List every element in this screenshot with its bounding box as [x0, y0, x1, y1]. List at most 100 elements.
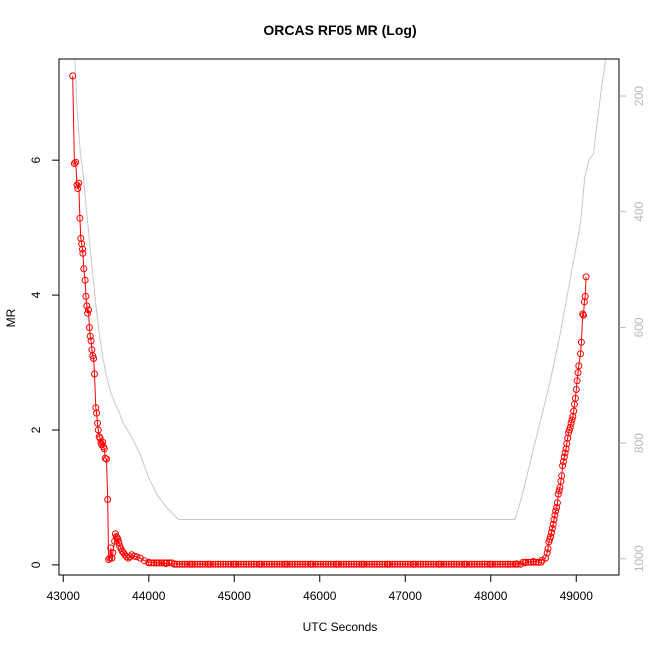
mr-point — [237, 560, 245, 568]
mr-point — [460, 560, 468, 568]
mr-point — [85, 324, 93, 331]
mr-point — [335, 560, 343, 568]
mr-point — [126, 553, 134, 561]
mr-point — [99, 438, 107, 446]
mr-point — [322, 560, 330, 568]
mr-point — [345, 560, 353, 568]
mr-point — [296, 560, 304, 568]
mr-point — [371, 560, 378, 568]
mr-point — [188, 560, 196, 568]
mr-point — [404, 560, 412, 568]
y-tick-label: 2 — [29, 426, 43, 433]
mr-point — [450, 560, 458, 568]
mr-point — [176, 560, 183, 568]
mr-point — [105, 556, 113, 563]
mr-point — [391, 560, 399, 568]
mr-point — [463, 560, 471, 568]
mr-point — [106, 554, 114, 562]
mr-point — [512, 560, 519, 568]
mr-point — [194, 560, 201, 568]
mr-point — [566, 423, 574, 431]
y-axis-label: MR — [4, 308, 18, 327]
mr-point — [91, 370, 98, 378]
mr-point — [465, 560, 473, 568]
mr-point — [271, 560, 278, 568]
mr-point — [557, 477, 565, 485]
mr-point — [147, 559, 155, 567]
mr-point — [260, 560, 268, 568]
mr-point — [435, 560, 443, 568]
y-tick-label: 0 — [29, 561, 43, 568]
mr-point — [173, 560, 181, 568]
mr-point — [471, 560, 478, 568]
mr-point — [79, 245, 86, 253]
mr-point — [567, 419, 575, 427]
mr-point — [170, 560, 178, 568]
mr-point — [84, 309, 92, 317]
mr-point — [158, 559, 166, 567]
mr-point — [219, 560, 227, 568]
mr-point — [255, 560, 263, 568]
mr-point — [115, 539, 123, 547]
mr-point — [78, 240, 86, 248]
mr-point — [504, 560, 512, 568]
mr-point — [491, 560, 499, 568]
mr-point — [519, 558, 527, 566]
mr-point — [263, 560, 271, 568]
mr-point — [329, 560, 337, 568]
mr-point — [577, 338, 585, 346]
mr-point — [494, 560, 502, 568]
mr-point — [522, 558, 530, 566]
mr-point — [445, 560, 453, 568]
mr-point — [324, 560, 332, 568]
mr-point — [499, 560, 507, 568]
mr-point — [579, 310, 587, 318]
mr-point — [530, 558, 537, 566]
mr-point — [550, 516, 558, 524]
mr-point — [570, 407, 578, 415]
mr-series — [69, 72, 590, 568]
mr-point — [258, 560, 266, 568]
mr-point — [268, 560, 276, 568]
mr-point — [501, 560, 509, 568]
mr-point — [133, 553, 141, 561]
mr-point — [406, 560, 414, 568]
mr-point — [422, 560, 430, 568]
mr-point — [204, 560, 212, 568]
mr-point — [419, 560, 427, 568]
mr-point — [409, 560, 417, 568]
mr-point — [558, 472, 566, 480]
mr-point — [581, 292, 589, 300]
mr-point — [327, 560, 335, 568]
mr-point — [506, 560, 514, 568]
x-axis-label: UTC Seconds — [303, 620, 378, 634]
mr-point — [242, 560, 250, 568]
mr-point — [473, 560, 481, 568]
mr-point — [90, 355, 98, 362]
mr-point — [93, 409, 101, 417]
mr-point — [79, 249, 87, 257]
mr-point — [355, 560, 363, 568]
mr-point — [575, 362, 583, 370]
y2-tick-label: 400 — [632, 201, 646, 221]
mr-point — [562, 445, 570, 453]
mr-point — [373, 560, 381, 568]
mr-point — [104, 496, 112, 503]
mr-point — [347, 560, 355, 568]
mr-point — [301, 560, 309, 568]
mr-point — [386, 560, 394, 568]
mr-point — [81, 276, 89, 284]
axes: 43000 44000 45000 46000 47000 48000 49000 0 2 4 6 2… — [29, 58, 646, 603]
mr-point — [337, 560, 345, 568]
mr-point — [291, 560, 299, 568]
mr-point — [227, 560, 235, 568]
mr-point — [85, 306, 92, 314]
mr-point — [388, 560, 396, 568]
mr-point — [544, 545, 552, 553]
mr-point — [69, 72, 77, 80]
mr-point — [427, 560, 435, 568]
mr-point — [312, 560, 319, 568]
mr-point — [401, 560, 409, 568]
mr-point — [178, 560, 186, 568]
mr-point — [160, 559, 168, 567]
